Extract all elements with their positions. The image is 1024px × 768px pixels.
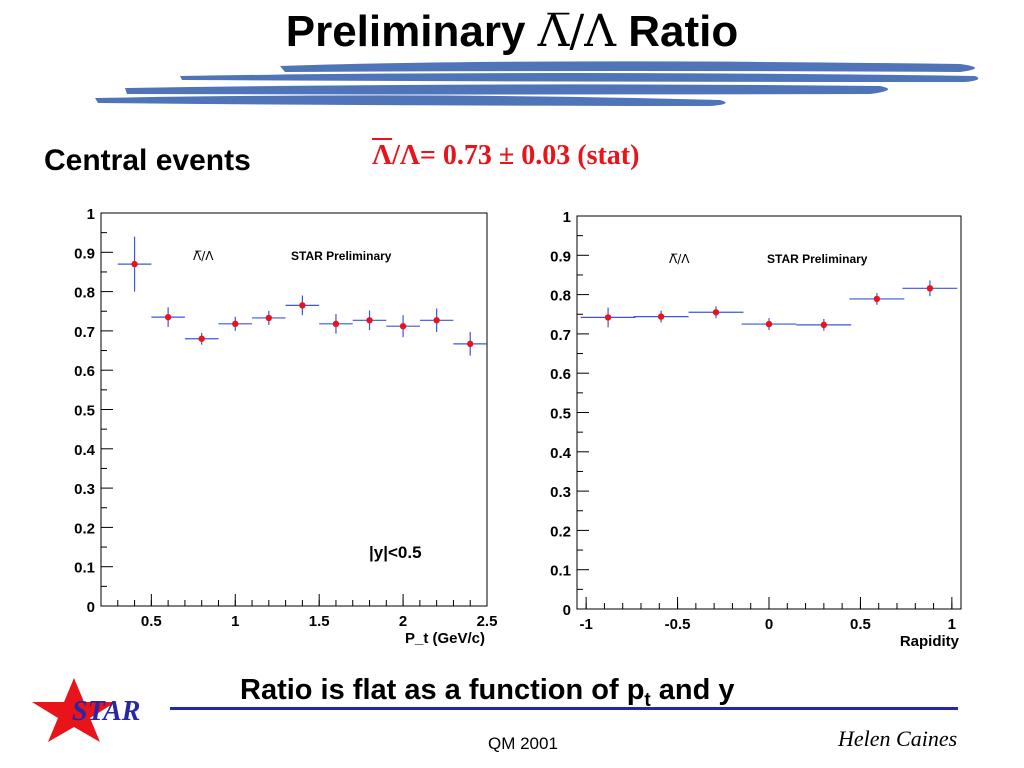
data-point [386,315,420,338]
y-tick-label: 0.9 [550,248,571,265]
chart-frame [576,215,962,610]
y-tick-label: 0.2 [550,523,571,540]
y-tick-label: 0.7 [550,327,571,344]
footer-divider [170,707,958,710]
y-tick-label: 1 [87,206,95,223]
y-tick-label: 0.1 [74,560,95,577]
title-suffix: Ratio [616,7,739,56]
data-point [633,310,689,323]
x-tick-label: 2 [399,613,407,630]
data-marker [232,320,239,328]
title-prefix: Preliminary [285,7,538,56]
data-point [688,306,744,319]
conclusion-text: Ratio is flat as a function of pt and y [240,674,735,712]
data-marker [820,321,828,329]
x-tick-label: 1 [231,613,239,630]
y-tick-label: 1 [563,209,571,226]
data-marker [926,285,934,292]
x-tick-label: 0.5 [850,616,871,633]
y-tick-label: 0 [563,602,571,619]
data-marker [604,314,612,321]
ratio-result: Λ/Λ= 0.73 ± 0.03 (stat) [372,140,639,172]
author-name: Helen Caines [838,726,958,751]
data-marker [712,309,720,316]
conclusion-subscript: t [644,689,651,711]
subtitle: Central events [44,144,251,177]
y-tick-label: 0.6 [550,366,571,383]
y-tick-label: 0.8 [74,285,95,302]
x-tick-label: -0.5 [665,616,691,633]
data-marker [366,317,373,324]
x-tick-label: 1 [948,616,956,633]
brush-stroke-decoration [95,61,979,106]
ratio-bar-symbol: Λ [372,140,393,171]
data-marker [657,313,665,320]
conference-label: QM 2001 [488,734,558,753]
data-marker [332,320,340,328]
data-point [796,318,852,331]
title-greek: Λ̅/Λ [537,6,617,57]
y-tick-label: 0.6 [74,363,95,380]
data-point [902,280,958,297]
data-point [580,307,636,328]
chart-frame [100,212,488,607]
data-point [319,314,353,334]
star-preliminary-annotation: STAR Preliminary [291,249,392,263]
legend-label: Λ̅/Λ [669,252,690,266]
data-point [151,307,185,327]
x-tick-label: 2.5 [477,613,498,630]
chart-1 [100,212,488,607]
rapidity-cut-label: |y|<0.5 [369,543,422,562]
data-marker [467,340,474,348]
y-tick-label: 0.4 [74,442,96,459]
y-tick-label: 0.7 [74,324,95,341]
data-marker [299,302,306,309]
y-tick-label: 0.2 [74,520,95,537]
y-tick-label: 0.5 [74,403,95,420]
chart-2 [576,215,962,610]
data-point [285,295,320,316]
x-tick-label: 0 [765,616,773,633]
slide-title: Preliminary Λ̅/Λ Ratio [0,6,1024,57]
data-marker [164,313,172,321]
x-tick-label: 0.5 [141,613,162,630]
data-marker [131,260,138,268]
data-marker [873,295,881,303]
data-marker [198,335,205,342]
star-logo-icon [32,678,116,742]
data-point [419,308,454,333]
star-logo-text: STAR [72,696,141,727]
data-point [117,236,152,292]
conclusion-prefix: Ratio is flat as a function of p [240,674,645,706]
x-axis-label: Rapidity [900,633,960,650]
data-point [218,316,253,331]
y-tick-label: 0.4 [550,445,572,462]
legend-label: Λ̅/Λ [193,249,214,263]
x-tick-label: 1.5 [309,613,330,630]
data-point [352,310,387,331]
charts-canvas: 0 0.1 0.2 0.3 0.4 0.5 0.6 0.7 0.8 0.9 1 0.5 1 1.5 2 2.5… [74,206,962,650]
y-tick-label: 0 [87,599,95,616]
star-preliminary-annotation: STAR Preliminary [767,252,868,266]
x-axis-label: P_t (GeV/c) [405,630,485,647]
data-point [252,310,286,326]
y-tick-label: 0.3 [74,481,95,498]
data-marker [433,317,440,324]
data-point [849,293,905,305]
y-tick-label: 0.9 [74,245,95,262]
ratio-value: /Λ= 0.73 ± 0.03 (stat) [392,140,640,171]
data-point [453,332,487,356]
data-point [741,318,797,330]
y-tick-label: 0.1 [550,563,571,580]
y-tick-label: 0.3 [550,484,571,501]
data-marker [265,314,273,322]
data-marker [399,322,407,330]
x-tick-label: -1 [579,616,592,633]
data-marker [765,320,773,328]
y-tick-label: 0.8 [550,288,571,305]
y-tick-label: 0.5 [550,406,571,423]
conclusion-suffix: and y [650,674,735,706]
data-point [184,332,219,345]
